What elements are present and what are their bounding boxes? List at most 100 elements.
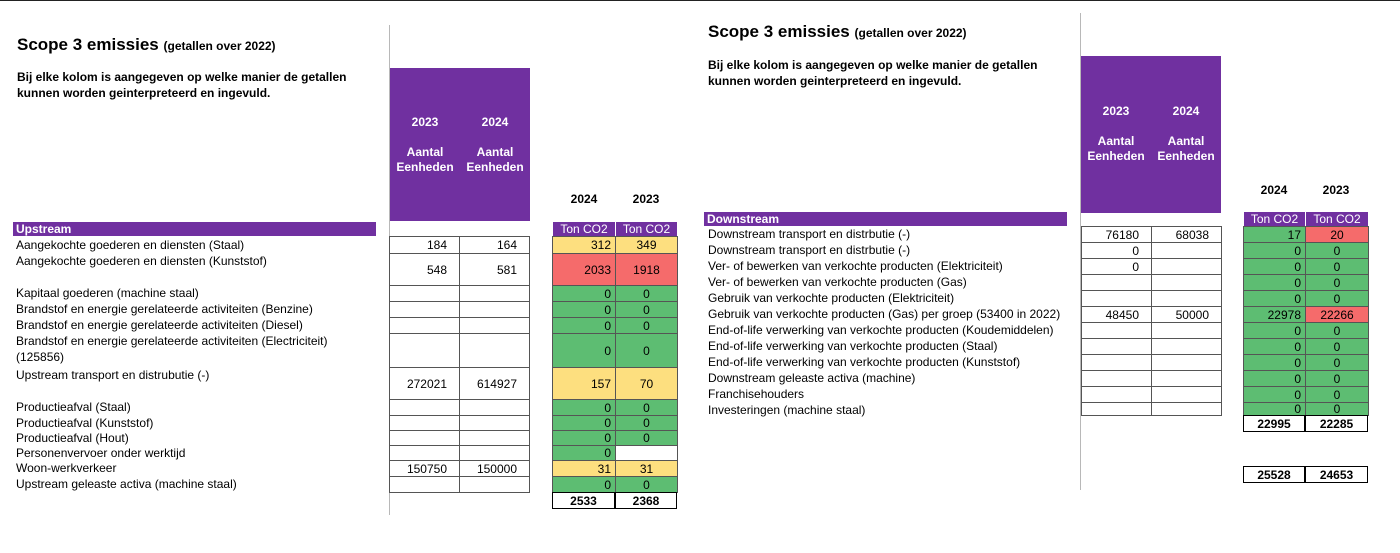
- ton-co2-cell[interactable]: 0: [615, 476, 678, 493]
- units-cell[interactable]: [1081, 322, 1152, 339]
- units-cell[interactable]: [1081, 370, 1152, 387]
- ton-co2-cell[interactable]: 31: [615, 460, 678, 477]
- ton-co2-cell[interactable]: 0: [1305, 370, 1369, 387]
- ton-co2-cell[interactable]: 70: [615, 367, 678, 400]
- ton-co2-cell[interactable]: 0: [552, 301, 616, 318]
- units-cell[interactable]: [1151, 338, 1222, 355]
- ton-co2-cell[interactable]: 0: [1243, 322, 1306, 339]
- ton-co2-cell[interactable]: 20: [1305, 226, 1369, 243]
- ton-co2-cell[interactable]: 0: [1305, 386, 1369, 403]
- units-cell[interactable]: 614927: [459, 367, 530, 400]
- ton-co2-cell[interactable]: 22266: [1305, 306, 1369, 323]
- ton-co2-cell[interactable]: 1918: [615, 253, 678, 286]
- ton-co2-cell[interactable]: 0: [1305, 338, 1369, 355]
- ton-co2-cell[interactable]: 312: [552, 236, 616, 254]
- units-cell[interactable]: [1081, 402, 1152, 416]
- ton-co2-cell[interactable]: 349: [615, 236, 678, 254]
- units-cell[interactable]: 0: [1081, 242, 1152, 259]
- units-cell[interactable]: [389, 301, 460, 318]
- units-cell[interactable]: [459, 317, 530, 334]
- ton-co2-cell[interactable]: 0: [552, 445, 616, 461]
- units-cell[interactable]: 581: [459, 253, 530, 286]
- ton-co2-cell[interactable]: 0: [1305, 354, 1369, 371]
- units-cell[interactable]: [459, 430, 530, 446]
- units-cell[interactable]: [389, 415, 460, 431]
- ton-co2-cell[interactable]: 0: [615, 430, 678, 446]
- units-cell[interactable]: [459, 476, 530, 493]
- ton-co2-cell[interactable]: 0: [552, 430, 616, 446]
- ton-co2-cell[interactable]: 0: [1243, 354, 1306, 371]
- units-cell[interactable]: [1151, 258, 1222, 275]
- ton-co2-cell[interactable]: 0: [1243, 274, 1306, 291]
- units-cell[interactable]: [1151, 370, 1222, 387]
- ton-co2-cell[interactable]: 0: [1305, 322, 1369, 339]
- units-cell[interactable]: [459, 301, 530, 318]
- units-cell[interactable]: [1151, 242, 1222, 259]
- ton-co2-cell[interactable]: 22978: [1243, 306, 1306, 323]
- units-cell[interactable]: [1081, 274, 1152, 291]
- ton-co2-cell[interactable]: 0: [552, 317, 616, 334]
- units-cell[interactable]: [1081, 338, 1152, 355]
- units-cell[interactable]: [389, 333, 460, 368]
- units-cell[interactable]: 0: [1081, 258, 1152, 275]
- ton-co2-cell[interactable]: 0: [1243, 242, 1306, 259]
- units-cell[interactable]: [459, 445, 530, 461]
- units-cell[interactable]: [389, 430, 460, 446]
- ton-co2-cell[interactable]: 0: [615, 317, 678, 334]
- ton-co2-cell[interactable]: 0: [1243, 338, 1306, 355]
- units-cell[interactable]: 50000: [1151, 306, 1222, 323]
- units-cell[interactable]: 150000: [459, 460, 530, 477]
- ton-co2-cell[interactable]: 0: [552, 399, 616, 416]
- ton-co2-cell[interactable]: 2033: [552, 253, 616, 286]
- ton-co2-cell[interactable]: 0: [1243, 258, 1306, 275]
- ton-co2-cell[interactable]: 0: [615, 415, 678, 431]
- ton-co2-cell[interactable]: 0: [1305, 274, 1369, 291]
- units-cell[interactable]: [389, 445, 460, 461]
- ton-co2-cell[interactable]: [615, 445, 678, 461]
- ton-co2-cell[interactable]: 0: [552, 476, 616, 493]
- units-cell[interactable]: [389, 476, 460, 493]
- ton-co2-cell[interactable]: 0: [552, 415, 616, 431]
- units-cell[interactable]: [1081, 290, 1152, 307]
- units-cell[interactable]: [389, 399, 460, 416]
- units-cell[interactable]: [1151, 354, 1222, 371]
- units-cell[interactable]: [389, 285, 460, 302]
- units-cell[interactable]: [1081, 386, 1152, 403]
- ton-co2-cell[interactable]: 0: [615, 285, 678, 302]
- units-cell[interactable]: [1151, 274, 1222, 291]
- units-cell[interactable]: 272021: [389, 367, 460, 400]
- units-cell[interactable]: [459, 415, 530, 431]
- ton-co2-cell[interactable]: 0: [1305, 258, 1369, 275]
- units-cell[interactable]: [1151, 402, 1222, 416]
- units-cell[interactable]: [1151, 386, 1222, 403]
- units-cell[interactable]: 68038: [1151, 226, 1222, 243]
- ton-co2-cell[interactable]: 0: [615, 333, 678, 368]
- ton-co2-cell[interactable]: 0: [615, 301, 678, 318]
- ton-co2-cell[interactable]: 17: [1243, 226, 1306, 243]
- ton-co2-cell[interactable]: 0: [1243, 386, 1306, 403]
- ton-co2-cell[interactable]: 0: [1243, 370, 1306, 387]
- units-cell[interactable]: 150750: [389, 460, 460, 477]
- units-cell[interactable]: 164: [459, 236, 530, 254]
- units-cell[interactable]: 48450: [1081, 306, 1152, 323]
- units-cell[interactable]: [1151, 290, 1222, 307]
- units-cell[interactable]: 548: [389, 253, 460, 286]
- units-cell[interactable]: [389, 317, 460, 334]
- ton-co2-cell[interactable]: 0: [1243, 290, 1306, 307]
- ton-co2-cell[interactable]: 0: [1305, 402, 1369, 416]
- ton-co2-cell[interactable]: 0: [552, 333, 616, 368]
- units-cell[interactable]: [459, 333, 530, 368]
- ton-co2-cell[interactable]: 157: [552, 367, 616, 400]
- units-cell[interactable]: [1081, 354, 1152, 371]
- units-cell[interactable]: [459, 285, 530, 302]
- units-cell[interactable]: 184: [389, 236, 460, 254]
- units-cell[interactable]: [1151, 322, 1222, 339]
- ton-co2-cell[interactable]: 0: [1305, 290, 1369, 307]
- ton-co2-cell[interactable]: 0: [552, 285, 616, 302]
- ton-co2-cell[interactable]: 0: [1243, 402, 1306, 416]
- units-cell[interactable]: 76180: [1081, 226, 1152, 243]
- ton-co2-cell[interactable]: 31: [552, 460, 616, 477]
- ton-co2-cell[interactable]: 0: [615, 399, 678, 416]
- ton-co2-cell[interactable]: 0: [1305, 242, 1369, 259]
- units-cell[interactable]: [459, 399, 530, 416]
